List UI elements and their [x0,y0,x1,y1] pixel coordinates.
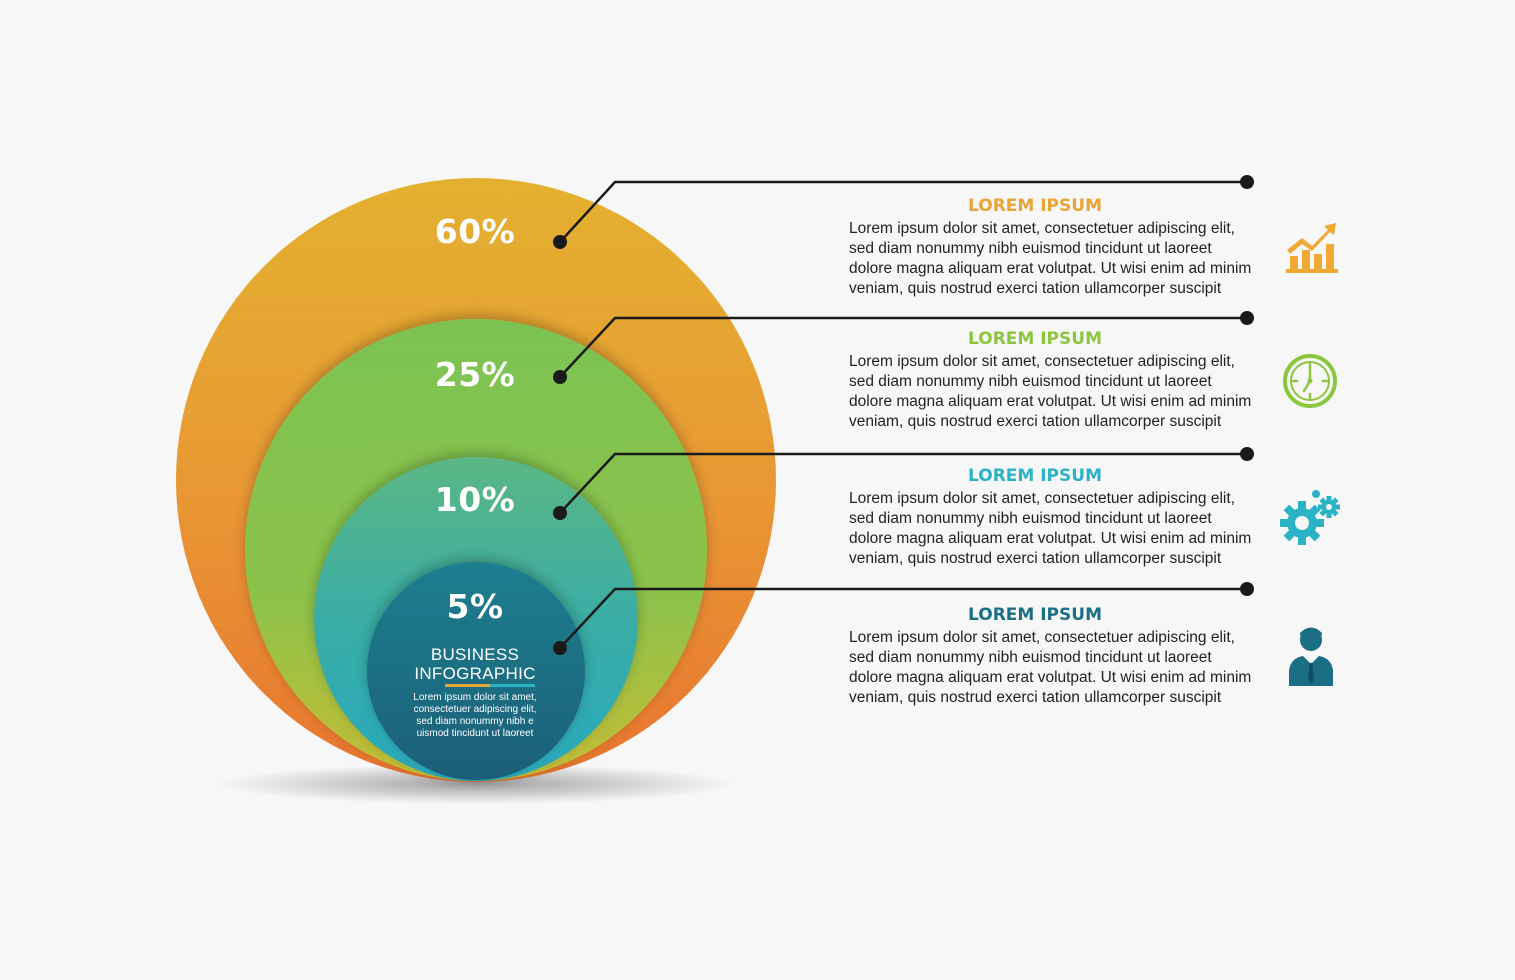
connector-1 [559,180,1247,243]
ring-5 [367,562,585,780]
dot-end-1 [1240,175,1254,189]
item-body-4: Lorem ipsum dolor sit amet, consectetuer… [849,629,1252,706]
connectors [559,180,1247,649]
connector-dots [553,175,1254,655]
dot-start-2 [553,370,567,384]
item-title-4: LOREM IPSUM [968,605,1102,625]
connector-4 [559,587,1247,649]
item-body-2: Lorem ipsum dolor sit amet, consectetuer… [849,353,1252,430]
center-body-text: Lorem ipsum dolor sit amet, consectetuer… [413,692,537,739]
gears-icon [1280,490,1340,545]
center-divider [445,684,535,687]
ring-label-5: 5% [446,587,504,626]
dot-start-3 [553,506,567,520]
item-body-1: Lorem ipsum dolor sit amet, consectetuer… [849,220,1252,297]
clock-icon [1283,354,1337,408]
dot-end-3 [1240,447,1254,461]
item-title-2: LOREM IPSUM [968,329,1102,349]
ring-label-60: 60% [434,212,516,251]
ring-label-10: 10% [434,480,516,519]
connector-3 [559,452,1247,514]
businessman-icon [1289,627,1333,686]
center-title-line1: BUSINESS [430,645,520,664]
dot-end-2 [1240,311,1254,325]
growth-chart-icon [1286,223,1338,273]
dot-start-1 [553,235,567,249]
center-title-line2: INFOGRAPHIC [414,664,536,683]
item-body-3: Lorem ipsum dolor sit amet, consectetuer… [849,490,1252,567]
item-title-3: LOREM IPSUM [968,466,1102,486]
ground-shadow [216,764,736,804]
ring-label-25: 25% [434,355,516,394]
connector-2 [559,316,1247,378]
dot-end-4 [1240,582,1254,596]
item-title-1: LOREM IPSUM [968,196,1102,216]
dot-start-4 [553,641,567,655]
